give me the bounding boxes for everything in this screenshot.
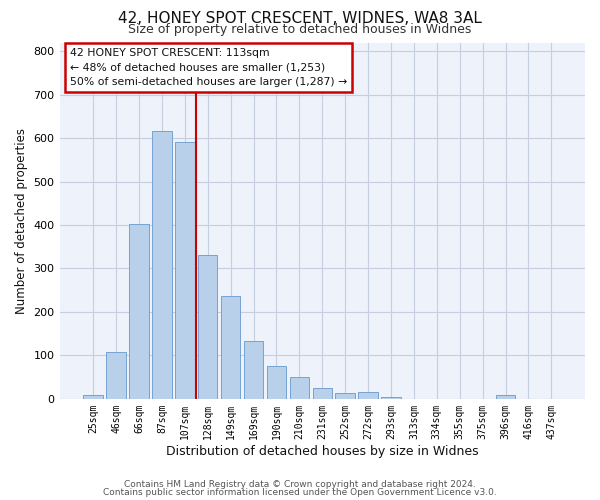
- Bar: [335, 393, 355, 399]
- Bar: [106, 352, 126, 399]
- Bar: [244, 341, 263, 399]
- Bar: [221, 296, 241, 399]
- Bar: [290, 376, 309, 399]
- Bar: [313, 388, 332, 399]
- Bar: [198, 256, 217, 399]
- Text: Size of property relative to detached houses in Widnes: Size of property relative to detached ho…: [128, 22, 472, 36]
- Text: 42, HONEY SPOT CRESCENT, WIDNES, WA8 3AL: 42, HONEY SPOT CRESCENT, WIDNES, WA8 3AL: [118, 11, 482, 26]
- Bar: [267, 366, 286, 399]
- Bar: [496, 396, 515, 399]
- Text: 42 HONEY SPOT CRESCENT: 113sqm
← 48% of detached houses are smaller (1,253)
50% : 42 HONEY SPOT CRESCENT: 113sqm ← 48% of …: [70, 48, 347, 86]
- Text: Contains public sector information licensed under the Open Government Licence v3: Contains public sector information licen…: [103, 488, 497, 497]
- Bar: [358, 392, 378, 399]
- Bar: [129, 224, 149, 399]
- Bar: [152, 130, 172, 399]
- Text: Contains HM Land Registry data © Crown copyright and database right 2024.: Contains HM Land Registry data © Crown c…: [124, 480, 476, 489]
- Bar: [381, 397, 401, 399]
- Bar: [83, 396, 103, 399]
- X-axis label: Distribution of detached houses by size in Widnes: Distribution of detached houses by size …: [166, 444, 479, 458]
- Bar: [175, 142, 194, 399]
- Y-axis label: Number of detached properties: Number of detached properties: [15, 128, 28, 314]
